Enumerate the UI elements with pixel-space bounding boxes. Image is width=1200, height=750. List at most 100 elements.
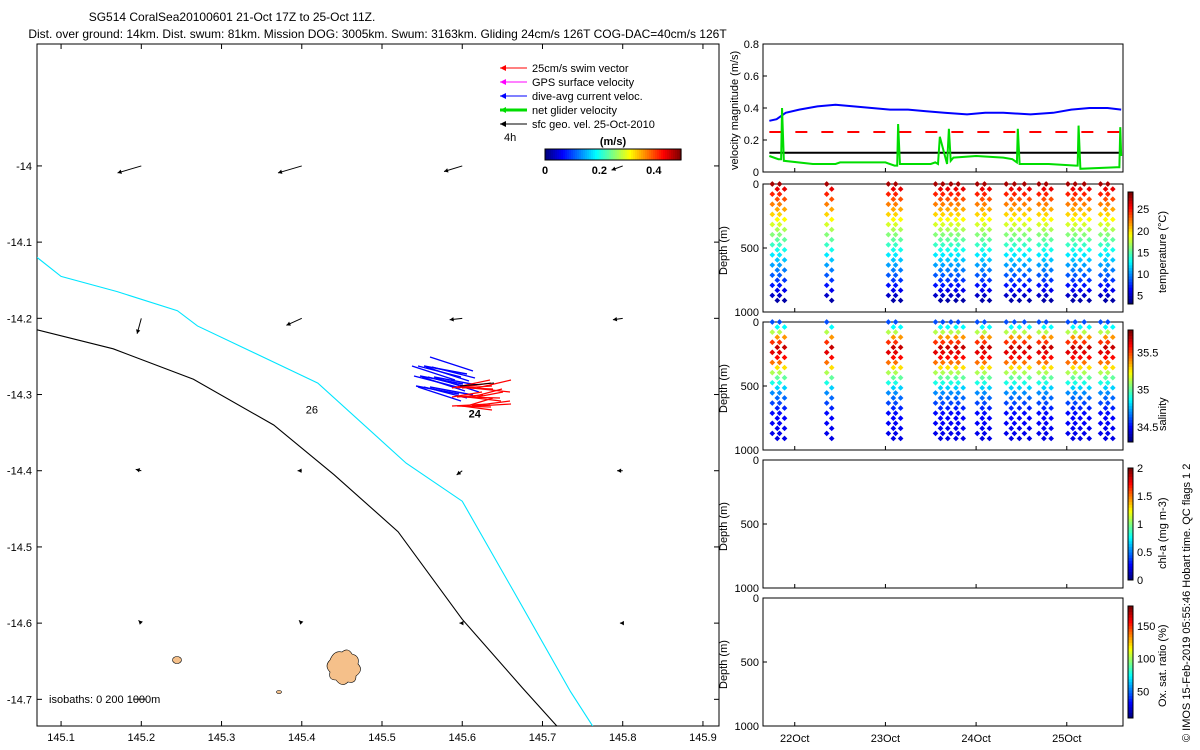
speed-colorbar-cell	[667, 149, 670, 160]
salinity-profile-point	[1104, 400, 1111, 406]
temperature-profile-point	[1016, 216, 1023, 223]
temperature-colorbar-cell	[1128, 208, 1133, 213]
chl-a-colorbar-frame	[1127, 467, 1134, 581]
salinity-profile-point	[1102, 364, 1109, 371]
salinity-profile-point	[953, 344, 959, 351]
salinity-profile-point	[1065, 379, 1071, 386]
salinity-profile-point	[948, 319, 954, 325]
temperature-profile-point	[781, 257, 788, 263]
salinity-profile-point	[1097, 420, 1104, 427]
chl-a-colorbar-cell	[1128, 521, 1133, 525]
temperature-profile-point	[944, 186, 951, 192]
salinity-profile-point	[1097, 319, 1104, 325]
temperature-profile-point	[939, 292, 946, 299]
temperature-colorbar-cell	[1128, 298, 1133, 302]
salinity-profile-point	[979, 435, 986, 442]
temperature-profile-point	[986, 216, 993, 223]
temperature-profile-point	[1097, 231, 1104, 238]
salinity-profile-point	[776, 390, 783, 396]
salinity-profile-point	[1043, 430, 1049, 437]
salinity-profile-point	[1086, 334, 1093, 341]
temperature-profile-point	[769, 292, 776, 299]
temperature-profile-point	[897, 277, 904, 284]
oxygen-y-tick-label: 500	[741, 657, 759, 669]
temperature-profile-point	[776, 241, 783, 248]
salinity-profile-point	[781, 324, 788, 330]
salinity-profile-point	[776, 329, 783, 335]
chl-a-colorbar-cell	[1128, 493, 1133, 497]
temperature-profile-point	[953, 196, 959, 203]
salinity-profile-point	[1036, 349, 1042, 356]
salinity-profile-point	[1081, 359, 1088, 366]
temperature-profile-point	[892, 282, 899, 289]
temperature-profile-point	[1003, 252, 1010, 258]
surface-geo-arrowhead	[136, 329, 141, 334]
temperature-profile-point	[774, 196, 781, 203]
temperature-profile-point	[1081, 201, 1088, 208]
salinity-profile-point	[1070, 374, 1076, 381]
temperature-profile-point	[1065, 292, 1071, 299]
temperature-profile-point	[1003, 181, 1010, 187]
temperature-profile-point	[823, 252, 830, 258]
salinity-profile-point	[1086, 415, 1093, 422]
salinity-profile-point	[1041, 435, 1047, 442]
salinity-profile-point	[1104, 329, 1111, 335]
temperature-profile-point	[1011, 262, 1018, 268]
salinity-profile-point	[1021, 349, 1028, 356]
salinity-profile-point	[1102, 425, 1109, 432]
temperature-profile-point	[828, 236, 835, 243]
temperature-profile-point	[948, 252, 954, 258]
salinity-profile-point	[1003, 390, 1010, 396]
temperature-profile-point	[823, 201, 830, 208]
salinity-profile-point	[948, 359, 954, 366]
salinity-profile-point	[937, 385, 944, 391]
temperature-profile-point	[1016, 196, 1023, 203]
salinity-profile-point	[774, 324, 781, 330]
temperature-profile-point	[890, 277, 897, 284]
temperature-profile-point	[1065, 191, 1071, 197]
salinity-profile-point	[960, 324, 967, 330]
salinity-profile-point	[1011, 329, 1018, 335]
temperature-colorbar-cell	[1128, 248, 1133, 252]
temperature-profile-point	[890, 287, 897, 294]
temperature-profile-point	[1086, 297, 1093, 304]
salinity-profile-point	[897, 415, 904, 422]
salinity-profile-point	[1036, 369, 1042, 376]
salinity-profile-point	[974, 369, 981, 376]
salinity-profile-point	[932, 379, 939, 386]
map-axes-frame	[36, 43, 720, 727]
temperature-colorbar-cell	[1128, 194, 1133, 199]
temperature-profile-point	[890, 196, 897, 203]
salinity-profile-point	[1041, 385, 1047, 391]
temperature-colorbar-cell	[1128, 284, 1133, 288]
salinity-profile-point	[1021, 369, 1028, 376]
temperature-profile-point	[932, 181, 939, 187]
temperature-profile-point	[897, 236, 904, 243]
salinity-profile-point	[890, 385, 897, 391]
salinity-profile-point	[1097, 369, 1104, 376]
velocity-series-0	[769, 103, 1122, 122]
salinity-profile-point	[776, 400, 783, 406]
salinity-profile-point	[897, 395, 904, 401]
temperature-profile-point	[776, 292, 783, 299]
temperature-profile-point	[955, 181, 962, 187]
temperature-profile-point	[955, 211, 962, 218]
chl-a-colorbar-cell	[1128, 535, 1133, 539]
speed-colorbar-cell	[649, 149, 652, 160]
salinity-colorbar-cell	[1128, 402, 1133, 407]
temperature-colorbar-tick-label: 15	[1137, 247, 1149, 259]
temperature-profile-point	[937, 277, 944, 284]
salinity-profile-point	[1008, 385, 1015, 391]
temperature-profile-point	[1077, 226, 1083, 233]
salinity-profile-point	[1086, 364, 1093, 371]
chl-a-colorbar-cell	[1128, 507, 1133, 511]
salinity-profile-point	[890, 395, 897, 401]
salinity-profile-point	[1104, 390, 1111, 396]
salinity-profile-point	[1077, 324, 1083, 330]
salinity-profile-point	[1043, 420, 1049, 427]
temperature-profile-point	[981, 252, 988, 258]
temperature-profile-point	[897, 247, 904, 253]
chl-a-colorbar-cell	[1128, 557, 1133, 561]
speed-colorbar-cell	[557, 149, 560, 160]
swim-vector	[461, 405, 493, 411]
